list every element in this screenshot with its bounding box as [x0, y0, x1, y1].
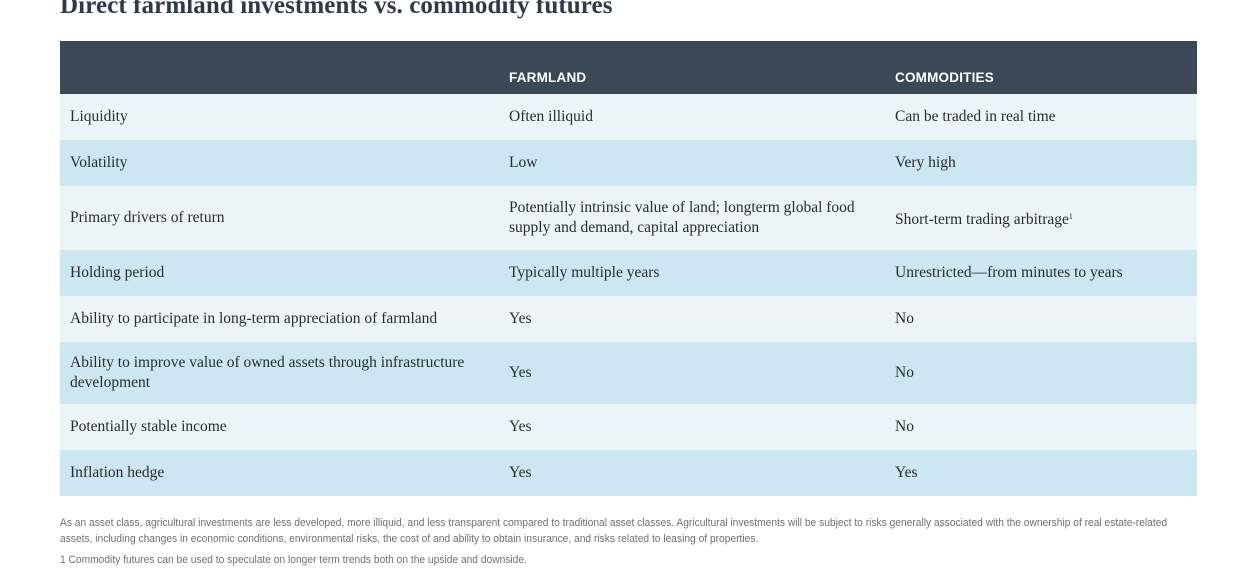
farmland-cell: Low: [509, 154, 538, 171]
commodities-cell: No: [895, 418, 914, 435]
farmland-cell: Yes: [509, 418, 532, 435]
footnote-text: 1 Commodity futures can be used to specu…: [60, 554, 527, 566]
row-label: Ability to improve value of owned assets…: [70, 354, 465, 391]
row-label: Holding period: [70, 264, 165, 281]
table-header-row: FARMLAND COMMODITIES: [60, 41, 1197, 94]
table-row: Primary drivers of return Potentially in…: [60, 186, 1197, 250]
farmland-cell: Yes: [509, 310, 532, 327]
table-row: Ability to improve value of owned assets…: [60, 342, 1197, 404]
commodities-text: Short-term trading arbitrage: [895, 210, 1069, 228]
table-row: Liquidity Often illiquid Can be traded i…: [60, 94, 1197, 140]
commodities-cell: Unrestricted—from minutes to years: [895, 264, 1123, 281]
commodities-cell: Short-term trading arbitrage1: [885, 186, 1197, 250]
header-attribute: [60, 41, 499, 94]
header-commodities: COMMODITIES: [895, 70, 994, 85]
table-row: Volatility Low Very high: [60, 140, 1197, 186]
farmland-cell: Often illiquid: [509, 108, 593, 125]
comparison-table: FARMLAND COMMODITIES Liquidity Often ill…: [60, 41, 1197, 496]
row-label: Volatility: [70, 154, 128, 171]
farmland-cell: Yes: [509, 464, 532, 481]
footnote-marker: 1: [1068, 211, 1073, 221]
farmland-cell: Yes: [509, 364, 532, 381]
commodities-cell: No: [895, 364, 914, 381]
commodities-cell: Very high: [895, 154, 956, 171]
commodities-cell: Yes: [895, 464, 918, 481]
row-label: Liquidity: [70, 108, 128, 125]
disclaimer-text: As an asset class, agricultural investme…: [60, 517, 1168, 545]
farmland-cell: Potentially intrinsic value of land; lon…: [509, 199, 855, 236]
row-label: Inflation hedge: [70, 464, 165, 481]
table-row: Holding period Typically multiple years …: [60, 250, 1197, 296]
commodities-cell: No: [895, 310, 914, 327]
table-row: Potentially stable income Yes No: [60, 404, 1197, 450]
table-row: Inflation hedge Yes Yes: [60, 450, 1197, 496]
row-label: Potentially stable income: [70, 418, 227, 435]
commodities-cell: Can be traded in real time: [895, 108, 1056, 125]
table-row: Ability to participate in long-term appr…: [60, 296, 1197, 342]
header-farmland: FARMLAND: [509, 70, 587, 85]
row-label: Primary drivers of return: [70, 209, 225, 226]
row-label: Ability to participate in long-term appr…: [70, 310, 438, 327]
page-title: Direct farmland investments vs. commodit…: [60, 0, 613, 19]
farmland-cell: Typically multiple years: [509, 264, 660, 281]
